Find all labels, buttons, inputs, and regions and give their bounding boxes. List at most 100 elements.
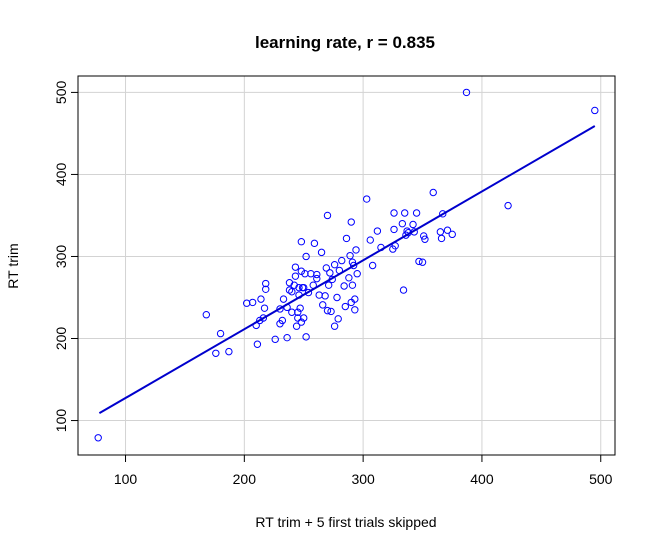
data-point [345, 274, 353, 282]
data-point [402, 231, 410, 239]
y-tick-label: 100 [53, 409, 69, 433]
data-point [302, 333, 310, 341]
data-point [262, 279, 270, 288]
data-point [398, 219, 407, 228]
data-point [340, 282, 348, 290]
data-point [313, 270, 321, 279]
data-point [279, 295, 288, 303]
data-point [291, 272, 300, 280]
x-tick-label: 100 [114, 471, 138, 487]
data-point [276, 305, 284, 313]
data-point [415, 257, 423, 266]
regression-line [98, 125, 596, 415]
data-point [330, 260, 339, 269]
regression-line-group [98, 125, 596, 415]
data-point [439, 210, 447, 218]
data-point [399, 286, 408, 294]
data-point [412, 209, 421, 217]
data-point [353, 270, 361, 278]
data-point [418, 258, 427, 266]
data-point [348, 281, 357, 289]
data-point [390, 209, 398, 217]
data-point [323, 306, 332, 315]
data-point [291, 263, 300, 271]
y-tick-label: 200 [53, 327, 69, 351]
data-point [260, 304, 269, 312]
data-point [283, 333, 291, 342]
data-point [401, 209, 409, 217]
data-point [324, 281, 333, 289]
data-point [304, 288, 313, 297]
data-point [504, 201, 512, 210]
data-point [322, 264, 331, 272]
data-point [448, 230, 456, 239]
data-point [333, 293, 341, 302]
data-point [202, 311, 211, 319]
x-axis: 100 200 300 400 500 [114, 454, 613, 487]
data-point [297, 238, 306, 246]
data-point [346, 251, 354, 260]
data-point [300, 314, 308, 322]
y-axis-label: RT trim [5, 243, 21, 288]
data-point [216, 329, 225, 338]
x-tick-label: 400 [470, 471, 494, 487]
data-point [253, 340, 262, 348]
data-point [297, 318, 306, 326]
data-points [94, 88, 599, 442]
y-tick-label: 400 [53, 163, 69, 187]
data-point [347, 218, 355, 226]
data-point [327, 307, 335, 316]
data-point [319, 301, 327, 309]
data-point [292, 322, 301, 330]
data-point [429, 188, 437, 197]
data-point [278, 316, 287, 325]
data-point [420, 232, 428, 240]
data-point [310, 239, 319, 248]
x-axis-label: RT trim + 5 first trials skipped [255, 514, 436, 530]
data-point [94, 434, 102, 442]
data-point [296, 304, 304, 312]
data-point [591, 106, 599, 115]
data-point [225, 347, 233, 356]
data-point [352, 246, 360, 254]
data-point [437, 234, 446, 243]
data-point [295, 283, 303, 292]
data-point [341, 302, 350, 311]
data-point [323, 211, 332, 220]
data-point [390, 225, 398, 234]
data-point [262, 285, 270, 293]
data-point [288, 288, 296, 296]
chart-title: learning rate, r = 0.835 [255, 33, 435, 52]
x-tick-label: 300 [351, 471, 375, 487]
data-point [330, 322, 339, 330]
data-point [462, 88, 471, 97]
data-point [321, 292, 329, 300]
y-tick-label: 500 [53, 81, 69, 105]
data-point [362, 195, 371, 203]
data-point [302, 252, 310, 261]
data-point [368, 261, 377, 270]
data-point [317, 248, 326, 257]
data-point [271, 335, 279, 344]
data-point [334, 315, 342, 323]
data-point [212, 349, 220, 357]
data-point [421, 235, 429, 243]
data-point [294, 308, 302, 316]
data-point [248, 298, 257, 307]
data-point [443, 226, 452, 234]
data-point [351, 295, 359, 303]
data-point [349, 261, 358, 270]
data-point [326, 269, 334, 277]
data-point [259, 314, 268, 322]
data-point [313, 274, 321, 283]
data-point [338, 256, 346, 265]
x-tick-label: 200 [233, 471, 257, 487]
y-tick-label: 300 [53, 245, 69, 269]
data-point [300, 283, 308, 292]
data-point [342, 234, 351, 243]
data-point [366, 236, 374, 244]
data-point [373, 227, 382, 235]
x-tick-label: 500 [589, 471, 613, 487]
grid [78, 76, 615, 455]
